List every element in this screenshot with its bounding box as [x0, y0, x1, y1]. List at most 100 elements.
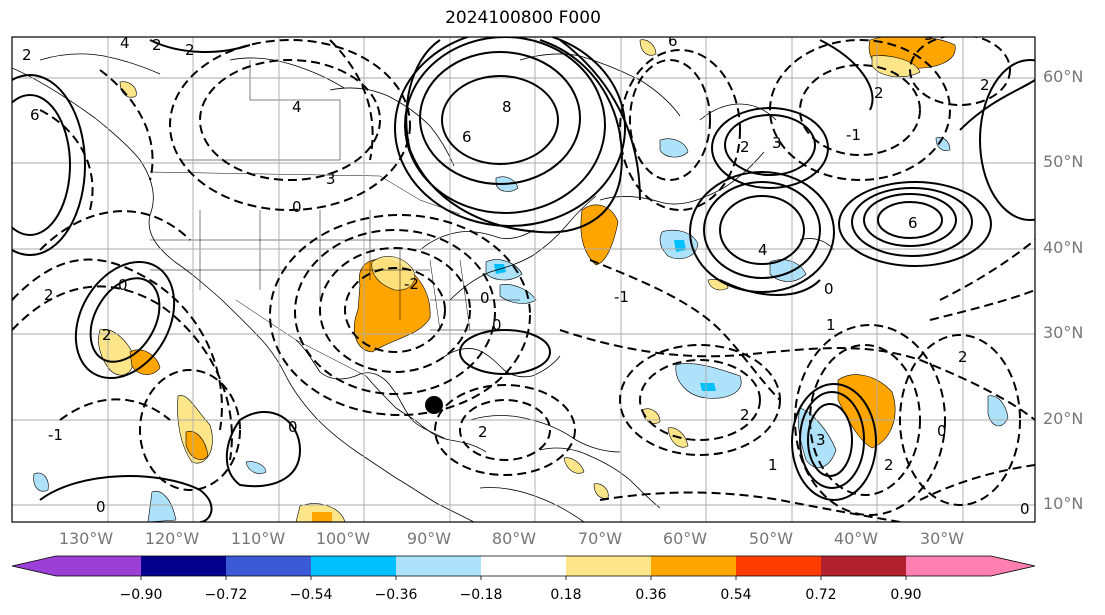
- contour-label: 0: [492, 316, 502, 334]
- colorbar-tick-label: 0.18: [550, 587, 582, 603]
- longitude-label: 130°W: [58, 529, 114, 548]
- anomaly-patch: [33, 472, 49, 492]
- contour-label: 2: [884, 456, 894, 474]
- colorbar-high-arrow: [991, 556, 1035, 576]
- contour-label: 2: [102, 326, 112, 344]
- contour-label: 6: [462, 128, 472, 146]
- colorbar-bin: [56, 556, 141, 576]
- longitude-label: 120°W: [144, 529, 200, 548]
- contour-label: 0: [96, 498, 106, 516]
- contour-label: 6: [908, 214, 918, 232]
- map-title: 2024100800 F000: [445, 8, 601, 28]
- contour-label: 2: [44, 286, 54, 304]
- contour-label: 1: [768, 456, 778, 474]
- contour-label: 2: [980, 76, 990, 94]
- anomaly-patch: [871, 55, 921, 78]
- contour-label: 3: [816, 431, 826, 449]
- colorbar-bin: [566, 556, 651, 576]
- contour-label: 2: [22, 46, 32, 64]
- contour-label: 2: [152, 36, 162, 54]
- contour-label: 0: [292, 198, 302, 216]
- colorbar-tick-label: 0.72: [805, 587, 837, 603]
- anomaly-patch: [659, 138, 689, 158]
- storm-marker: [425, 396, 443, 414]
- longitude-label: 100°W: [315, 529, 371, 548]
- map-frame: [11, 36, 1036, 523]
- colorbar-bin: [141, 556, 226, 576]
- anomaly-patch: [675, 363, 742, 399]
- contour-label: 4: [292, 98, 302, 116]
- colorbar-bin: [821, 556, 906, 576]
- contour-labels: 4 2 2 4 6 6 8 6 3 3 4 6 2 2 0 0 2 -1 3 1…: [22, 26, 1030, 518]
- latitude-label: 20°N: [1043, 409, 1084, 428]
- colorbar-tick-label: 0.90: [890, 587, 922, 603]
- colorbar-tick-label: 0.36: [635, 587, 667, 603]
- contour-label: 8: [502, 98, 512, 116]
- contour-label: 3: [772, 134, 782, 152]
- latitude-label: 40°N: [1043, 238, 1084, 257]
- colorbar-outline: [11, 555, 1036, 577]
- longitude-label: 60°W: [662, 529, 708, 548]
- latitude-label: 10°N: [1043, 494, 1084, 513]
- contour-label: 2: [874, 84, 884, 102]
- contour-label: 2: [958, 348, 968, 366]
- contour-label: 3: [924, 26, 934, 44]
- anomaly-patch: [987, 395, 1009, 427]
- anomaly-patch: [563, 457, 585, 474]
- colorbar: [11, 555, 1036, 580]
- contour-label: 0: [288, 418, 298, 436]
- contour-label: 2: [185, 41, 195, 59]
- longitude-label: 30°W: [919, 529, 965, 548]
- longitude-label: 70°W: [577, 529, 623, 548]
- contour-label: 3: [326, 170, 336, 188]
- longitude-label: 50°W: [748, 529, 794, 548]
- contour-label: 6: [30, 106, 40, 124]
- contour-label: 0: [118, 276, 128, 294]
- contour-label: -1: [846, 126, 861, 144]
- latitude-label: 30°N: [1043, 323, 1084, 342]
- longitude-label: 90°W: [406, 529, 452, 548]
- colorbar-bin: [736, 556, 821, 576]
- longitude-label: 80°W: [491, 529, 537, 548]
- anomaly-patch: [371, 256, 416, 291]
- latitude-label: 60°N: [1043, 67, 1084, 86]
- colorbar-bin: [906, 556, 991, 576]
- anomaly-patch: [185, 430, 209, 460]
- anomaly-patch: [147, 490, 177, 522]
- contour-label: 4: [120, 34, 130, 52]
- contour-label: 2: [478, 423, 488, 441]
- colorbar-tick-label: −0.90: [119, 587, 163, 603]
- anomaly-patch: [245, 461, 267, 474]
- anomaly-patch: [639, 39, 657, 56]
- dashed-contours: [12, 37, 1035, 522]
- contour-label: 6: [668, 32, 678, 50]
- contour-label: 0: [480, 289, 490, 307]
- contour-label: 0: [824, 280, 834, 298]
- solid-contours: [12, 37, 1035, 522]
- colorbar-tick-label: −0.72: [204, 587, 248, 603]
- contour-label: 4: [758, 241, 768, 259]
- latitude-label: 50°N: [1043, 152, 1084, 171]
- contour-label: -2: [404, 275, 419, 293]
- colorbar-low-arrow: [12, 556, 56, 576]
- colorbar-bin: [481, 556, 566, 576]
- colorbar-tick-label: 0.54: [720, 587, 752, 603]
- colorbar-tick-label: −0.54: [289, 587, 333, 603]
- colorbar-tick-label: −0.18: [459, 587, 503, 603]
- contour-label: -1: [614, 288, 629, 306]
- longitude-label: 110°W: [230, 529, 286, 548]
- anomaly-patch: [312, 512, 332, 522]
- contour-label: 0: [937, 422, 947, 440]
- contour-label: 2: [740, 406, 750, 424]
- contour-label: 0: [1020, 500, 1030, 518]
- colorbar-bin: [311, 556, 396, 576]
- contour-label: -1: [48, 426, 63, 444]
- colorbar-tick-label: −0.36: [374, 587, 418, 603]
- colorbar-bin: [396, 556, 481, 576]
- colorbar-bin: [226, 556, 311, 576]
- contour-label: 2: [740, 138, 750, 156]
- anomaly-patch: [837, 374, 896, 449]
- anomaly-patch: [580, 204, 619, 266]
- anomaly-patch: [674, 240, 686, 252]
